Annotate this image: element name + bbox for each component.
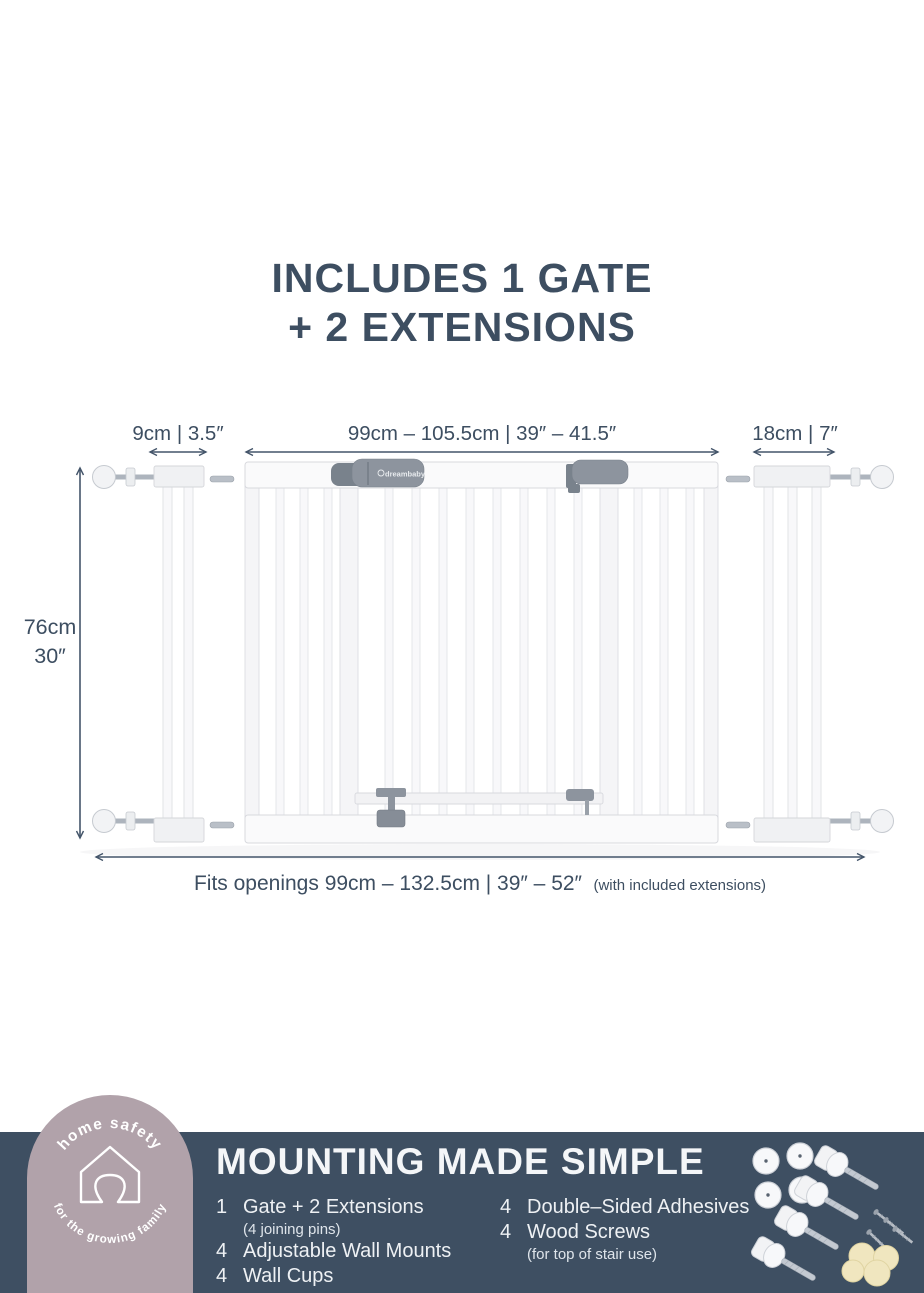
brand-logo-text: dreambaby [385,470,426,479]
gate-width-label: 99cm – 105.5cm | 39″ – 41.5″ [348,422,616,445]
item-qty: 4 [500,1196,512,1218]
gate-diagram: 9cm | 3.5″ 99cm – 105.5cm | 39″ – 41.5″ … [24,422,894,895]
joining-pin [725,821,751,829]
item-note: (for top of stair use) [527,1246,658,1263]
joining-pin [725,475,751,483]
joining-pin [209,821,235,829]
height-cm-label: 76cm [24,615,77,639]
list-item: 1 Gate + 2 Extensions [216,1195,500,1220]
title-line-2: + 2 EXTENSIONS [288,304,636,350]
item-qty: 4 [216,1265,228,1287]
item-qty: 1 [216,1196,228,1218]
item-qty: 4 [500,1221,512,1243]
gate-right-post [703,469,719,833]
left-extension-width-label: 9cm | 3.5″ [132,422,223,445]
door-right-post [599,469,619,833]
item-note: (4 joining pins) [243,1221,341,1238]
item-label: Wood Screws [527,1221,651,1243]
pressure-bolt-left-bottom [92,809,154,833]
brand-mark-icon [377,469,385,477]
list-item: 4 Wood Screws [500,1220,750,1245]
hardware-icons [751,1142,914,1287]
list-item: 4 Wall Cups [216,1264,500,1289]
adhesive-pads-icon [841,1242,899,1287]
mounting-heading: MOUNTING MADE SIMPLE [216,1141,705,1182]
pressure-bolt-right-top [830,465,894,489]
wood-screws-icon [866,1209,914,1249]
gate-bars [275,481,695,823]
opening-range-text: Fits openings 99cm – 132.5cm | 39″ – 52″ [194,872,583,895]
item-label: Gate + 2 Extensions [243,1196,424,1218]
opening-range-note: (with included extensions) [593,877,766,894]
page-title: INCLUDES 1 GATE + 2 EXTENSIONS [0,254,924,352]
joining-pin [209,475,235,483]
home-safety-badge: home safety for the growing family [27,1095,193,1293]
title-line-1: INCLUDES 1 GATE [271,255,653,301]
right-extension [753,465,831,843]
foot-release-pedal [376,788,406,828]
item-label: Wall Cups [243,1265,334,1287]
crossbar-bracket [566,789,594,815]
pressure-bolt-right-bottom [830,809,894,833]
door-crossbar [354,792,604,805]
gate-left-post [244,469,260,833]
list-item: 4 Adjustable Wall Mounts [216,1239,500,1264]
house-heart-icon [79,1145,141,1204]
badge-background [27,1095,193,1293]
mounting-column-left: 1 Gate + 2 Extensions (4 joining pins) 4… [216,1195,500,1289]
mounting-column-right: 4 Double–Sided Adhesives 4 Wood Screws (… [500,1195,750,1289]
opening-range-label: Fits openings 99cm – 132.5cm | 39″ – 52″… [194,872,766,895]
list-item: 4 Double–Sided Adhesives [500,1195,750,1220]
gate-hinge [566,459,629,493]
mounting-columns: 1 Gate + 2 Extensions (4 joining pins) 4… [216,1195,750,1289]
gate-latch-handle: dreambaby [331,458,426,488]
item-label: Adjustable Wall Mounts [243,1240,452,1262]
main-gate: dreambaby [244,458,719,844]
mounting-section: MOUNTING MADE SIMPLE 1 Gate + 2 Extensio… [216,1141,750,1289]
item-label: Double–Sided Adhesives [527,1196,750,1218]
item-qty: 4 [216,1240,228,1262]
right-extension-width-label: 18cm | 7″ [752,422,838,445]
left-extension [153,465,205,843]
door-left-post [339,469,359,833]
gate-bottom-rail [244,814,719,844]
pressure-bolt-left-top [92,465,154,489]
wall-mounts-icon [751,1145,879,1281]
height-in-label: 30″ [34,644,66,668]
gate-top-rail [244,461,719,489]
